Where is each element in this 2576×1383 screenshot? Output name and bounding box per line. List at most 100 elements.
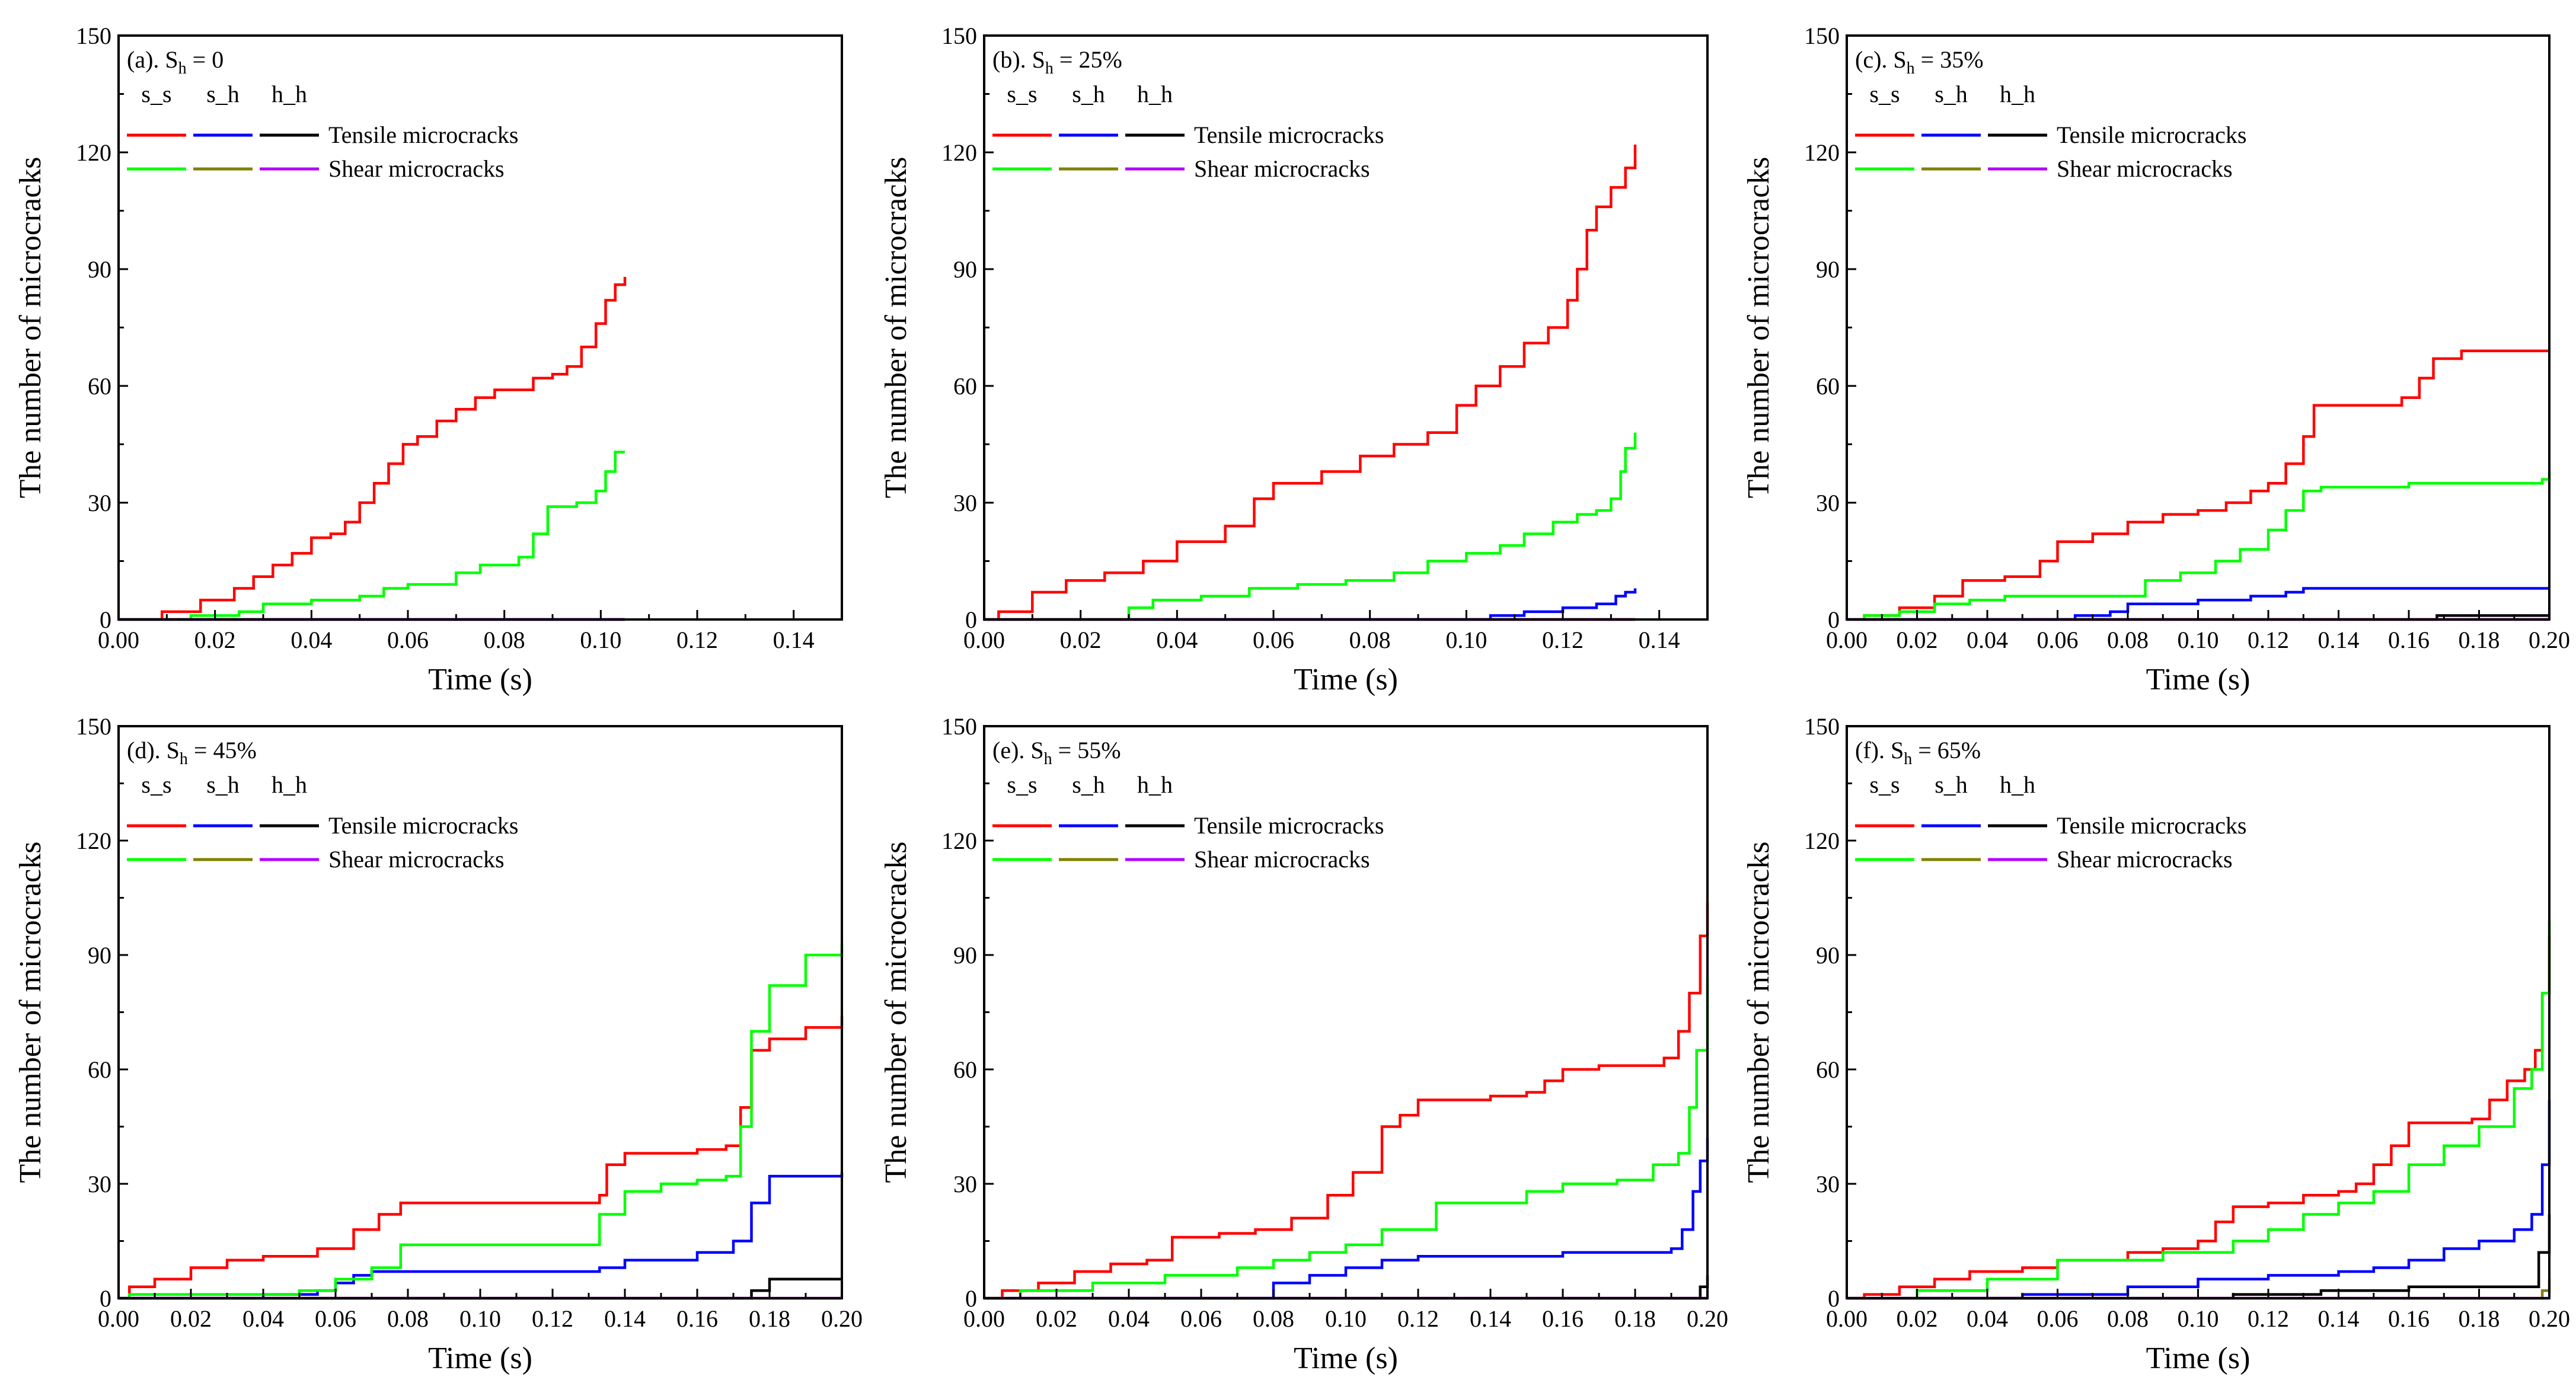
panel-label-prefix: (f). S (1855, 737, 1904, 764)
x-tick-label: 0.20 (1687, 1305, 1728, 1332)
y-tick-label: 120 (1804, 139, 1840, 166)
x-tick-label: 0.12 (532, 1305, 573, 1332)
series-line-tensile-s_h (1847, 1100, 2551, 1300)
x-tick-label: 0.16 (676, 1305, 718, 1332)
panel-label-value: = 35% (1915, 46, 1984, 73)
legend-column-header: s_s (1007, 81, 1037, 107)
legend-column-header: h_h (272, 81, 307, 107)
x-tick-label: 0.14 (1639, 627, 1680, 653)
x-tick-label: 0.20 (2529, 1305, 2570, 1332)
legend-column-header: s_s (1869, 771, 1900, 798)
y-tick-label: 90 (1816, 256, 1840, 283)
x-tick-label: 0.18 (2459, 627, 2500, 653)
series-line-shear-s_s (119, 451, 625, 621)
x-tick-label: 0.00 (1826, 1305, 1868, 1332)
panel-label-subscript: h (180, 750, 188, 768)
y-tick-label: 150 (76, 713, 111, 740)
y-tick-label: 30 (88, 1171, 111, 1197)
panel-b: 0.00 0.02 0.04 0.06 0.08 0.10 0.12 0.14 0 30 60 90 1… (879, 23, 1709, 697)
x-tick-label: 0.12 (1542, 627, 1584, 653)
y-axis-title: The number of microcracks (879, 841, 913, 1183)
legend-column-header: h_h (2000, 771, 2035, 798)
legend-column-header: s_h (206, 771, 240, 798)
panel-label-subscript: h (178, 59, 187, 78)
x-axis-title: Time (s) (2146, 663, 2251, 697)
panel-label-value: = 25% (1054, 46, 1122, 73)
x-tick-label: 0.20 (2529, 627, 2570, 653)
y-tick-label: 120 (76, 139, 111, 166)
y-tick-label: 120 (1804, 828, 1840, 854)
x-axis-title: Time (s) (428, 1342, 532, 1375)
panel-e: 0.00 0.02 0.04 0.06 0.08 0.10 0.12 0.14 0.16 0.18… (879, 713, 1728, 1375)
x-tick-label: 0.12 (676, 627, 718, 653)
panel-label-subscript: h (1907, 59, 1915, 78)
x-tick-label: 0.08 (1253, 1305, 1294, 1332)
panel-label: (e). Sh = 55% (992, 737, 1121, 768)
x-axis-title: Time (s) (1294, 1342, 1398, 1375)
legend-row-label: Tensile microcracks (1194, 812, 1384, 839)
y-tick-label: 0 (100, 1285, 111, 1312)
y-tick-label: 60 (953, 373, 977, 400)
series-line-tensile-s_h (984, 588, 1637, 621)
legend-row-label: Tensile microcracks (328, 122, 518, 148)
y-axis-title: The number of microcracks (879, 156, 913, 498)
y-tick-label: 120 (76, 828, 111, 854)
y-tick-label: 60 (1816, 373, 1840, 400)
y-tick-label: 60 (88, 373, 111, 400)
legend-column-header: s_s (1007, 771, 1037, 798)
y-tick-label: 90 (88, 942, 111, 969)
legend-row-label: Shear microcracks (2057, 846, 2233, 873)
x-tick-label: 0.04 (291, 627, 332, 653)
panel-label: (d). Sh = 45% (127, 737, 257, 768)
panel-label-prefix: (e). S (992, 737, 1044, 764)
panel-c: 0.00 0.02 0.04 0.06 0.08 0.10 0.12 0.14 0.16 0.18… (1742, 23, 2570, 697)
y-tick-label: 30 (1816, 490, 1840, 516)
x-tick-label: 0.08 (2107, 1305, 2149, 1332)
x-tick-label: 0.02 (1036, 1305, 1077, 1332)
y-tick-label: 30 (953, 1171, 977, 1197)
legend-column-header: h_h (1137, 81, 1173, 107)
series-line-shear-s_s (984, 978, 1709, 1300)
y-tick-label: 120 (941, 828, 977, 854)
x-tick-label: 0.08 (484, 627, 525, 653)
x-tick-label: 0.06 (1253, 627, 1294, 653)
panel-label-subscript: h (1044, 750, 1052, 768)
x-tick-label: 0.10 (459, 1305, 501, 1332)
legend-row-label: Shear microcracks (328, 155, 505, 182)
x-tick-label: 0.02 (1060, 627, 1102, 653)
x-tick-label: 0.14 (2318, 1305, 2360, 1332)
y-axis-title: The number of microcracks (14, 156, 47, 498)
y-tick-label: 60 (88, 1056, 111, 1083)
x-tick-label: 0.00 (963, 1305, 1005, 1332)
legend-row-label: Shear microcracks (328, 846, 505, 873)
y-tick-label: 150 (76, 23, 111, 49)
y-tick-label: 0 (965, 1285, 977, 1312)
panel-label-prefix: (b). S (992, 46, 1045, 73)
x-axis-title: Time (s) (1294, 663, 1398, 697)
x-tick-label: 0.02 (170, 1305, 212, 1332)
x-tick-label: 0.00 (98, 627, 139, 653)
legend-column-header: h_h (2000, 81, 2035, 107)
y-tick-label: 0 (1828, 606, 1840, 633)
y-tick-label: 150 (1804, 713, 1840, 740)
series-line-tensile-s_s (1847, 349, 2549, 621)
panel-label: (a). Sh = 0 (127, 46, 224, 78)
y-axis-title: The number of microcracks (1742, 156, 1776, 498)
y-tick-label: 120 (941, 139, 977, 166)
x-tick-label: 0.14 (1470, 1305, 1511, 1332)
legend-column-header: s_s (141, 771, 171, 798)
legend-column-header: s_s (141, 81, 171, 107)
panel-label-value: = 45% (188, 737, 257, 764)
legend-column-header: h_h (272, 771, 307, 798)
series-line-tensile-s_h (1847, 587, 2549, 621)
legend-column-header: s_h (206, 81, 240, 107)
x-tick-label: 0.14 (2318, 627, 2360, 653)
x-tick-label: 0.02 (1897, 1305, 1938, 1332)
y-tick-label: 90 (953, 942, 977, 969)
x-tick-label: 0.06 (1180, 1305, 1222, 1332)
x-tick-label: 0.06 (315, 1305, 356, 1332)
series-line-shear-s_s (1847, 921, 2551, 1300)
series-line-tensile-s_s (1847, 935, 2551, 1300)
y-axis-title: The number of microcracks (14, 841, 47, 1183)
y-tick-label: 150 (941, 713, 977, 740)
